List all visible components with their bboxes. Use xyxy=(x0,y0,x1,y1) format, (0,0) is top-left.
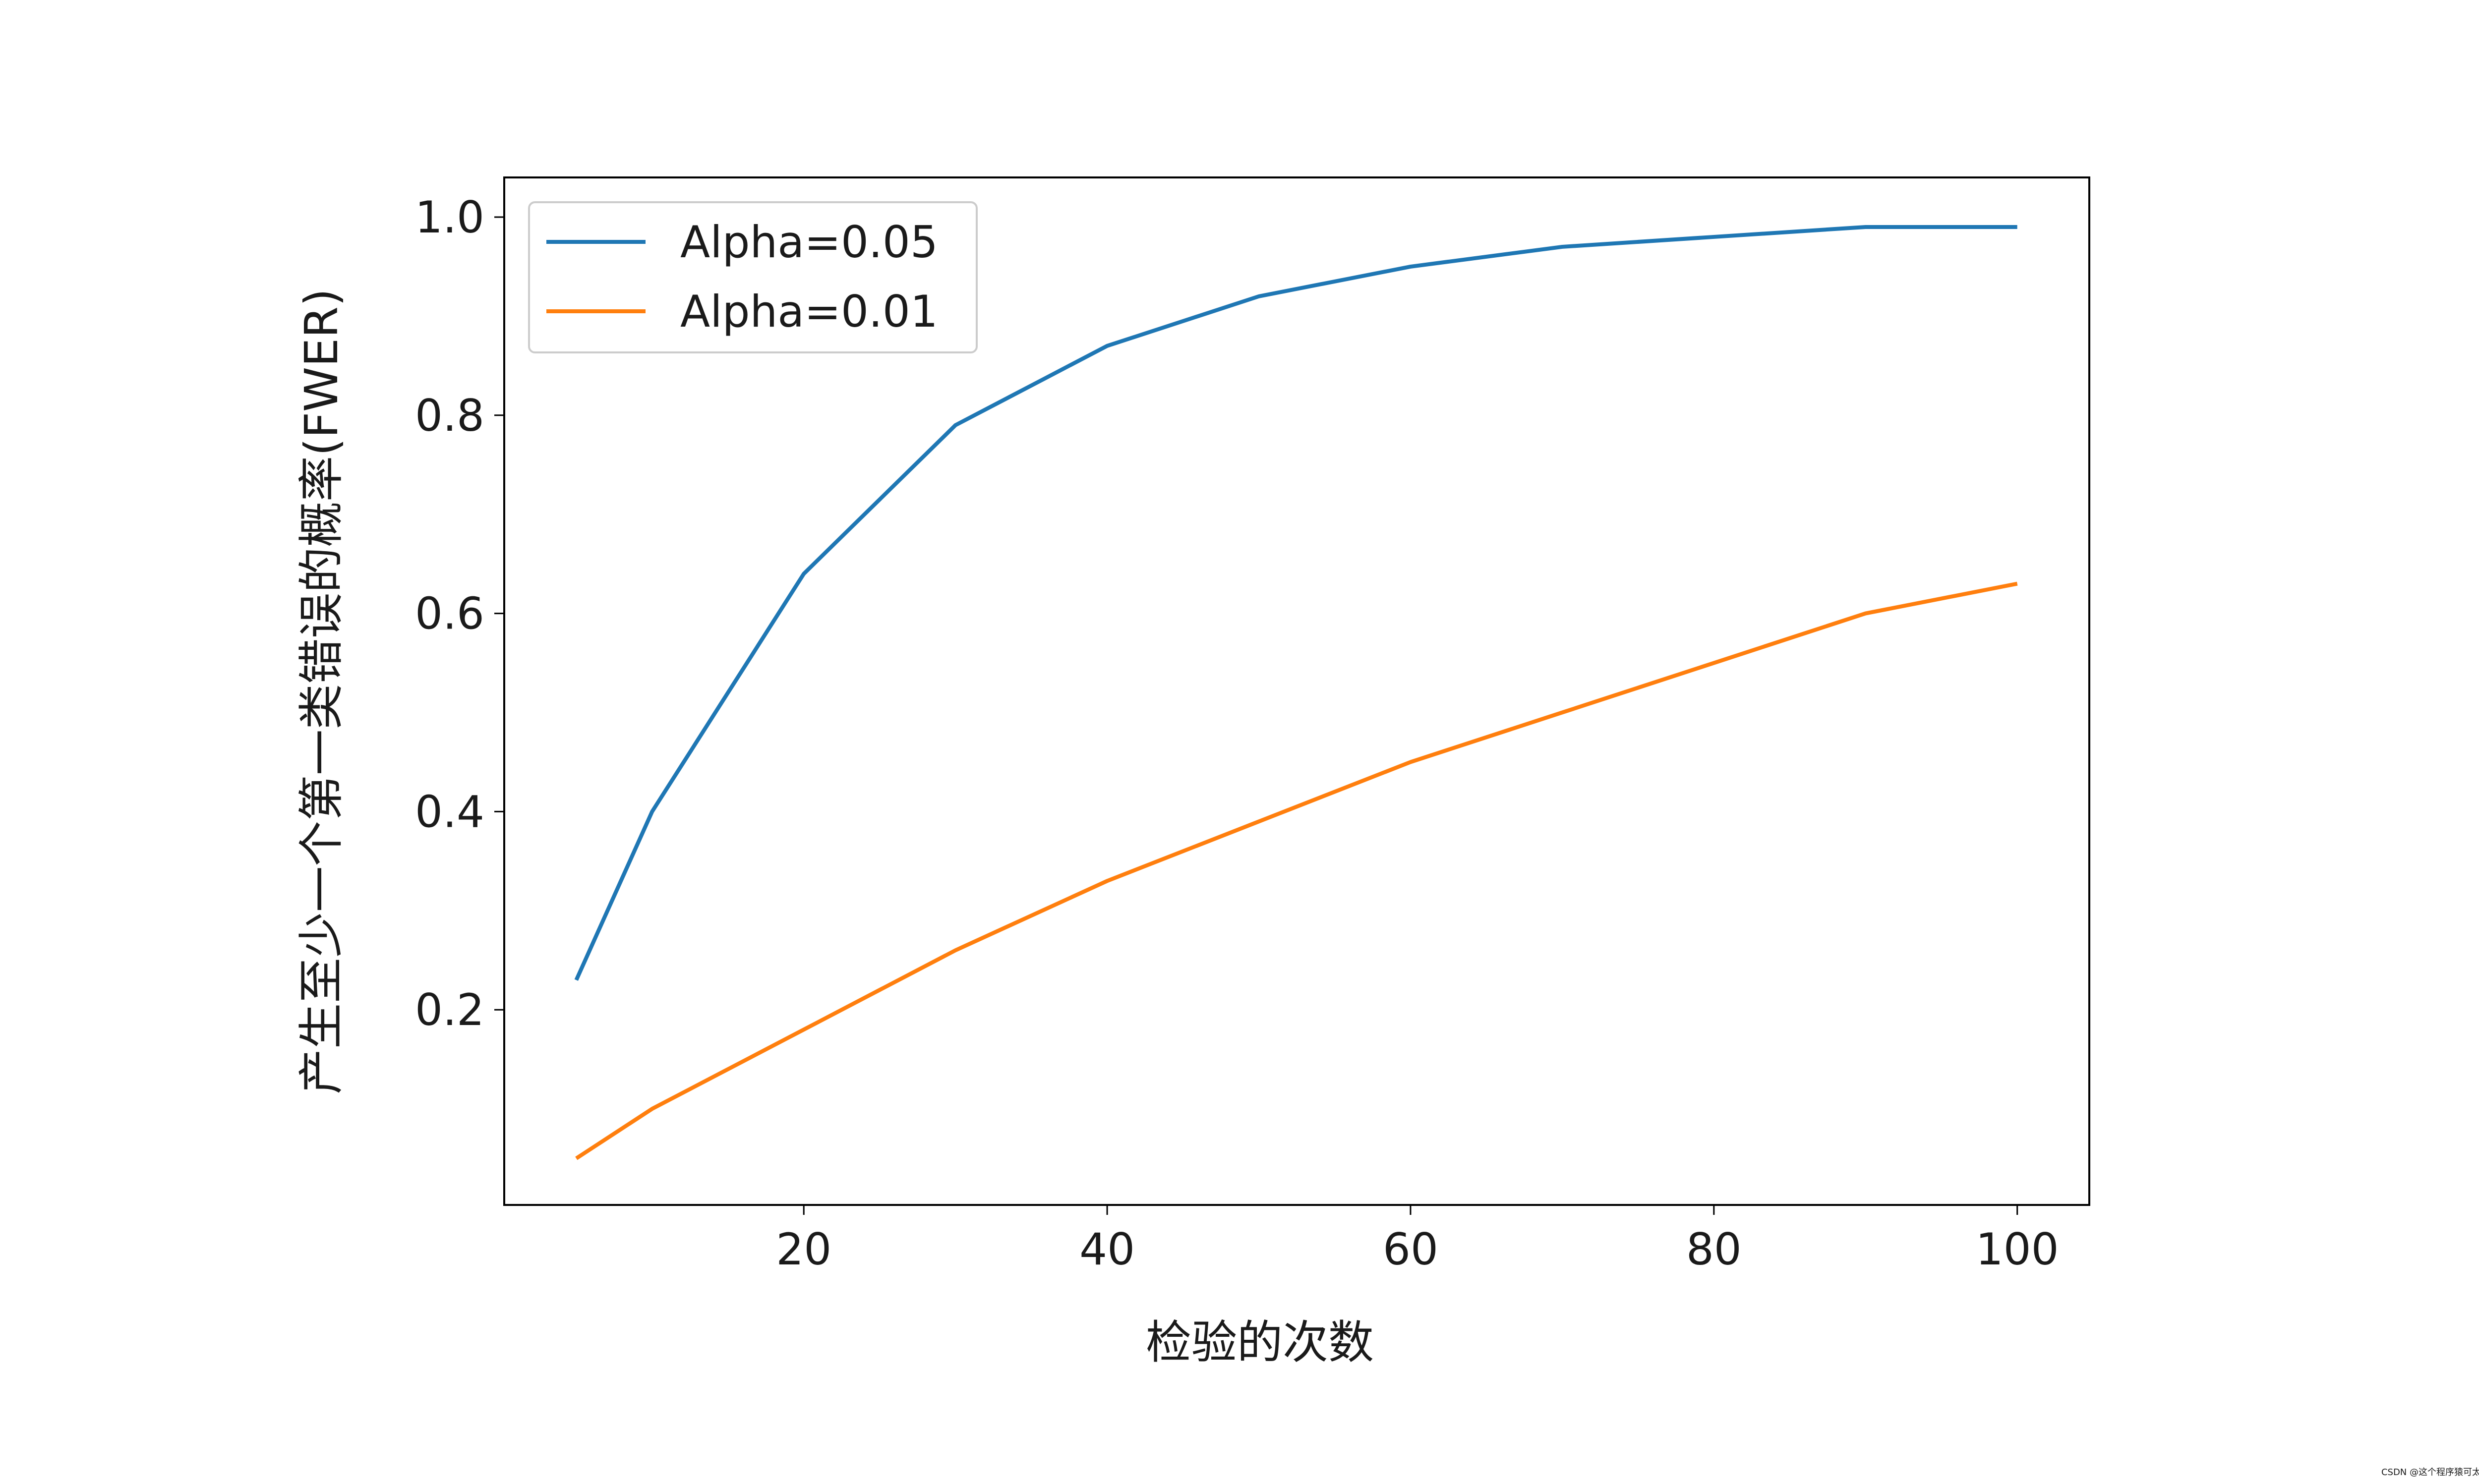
x-tick-label: 20 xyxy=(776,1224,831,1275)
x-tick-label: 40 xyxy=(1079,1224,1135,1275)
y-tick-label: 0.8 xyxy=(415,390,484,441)
legend-label: Alpha=0.01 xyxy=(680,286,938,337)
line-series xyxy=(574,225,2017,981)
y-tick-label: 0.2 xyxy=(415,984,484,1035)
legend-box xyxy=(528,201,978,353)
legend-label: Alpha=0.05 xyxy=(680,217,938,268)
x-axis-label: 检验的次数 xyxy=(1146,1316,1374,1369)
x-tick-label: 60 xyxy=(1383,1224,1438,1275)
plot-frame xyxy=(503,176,2090,1206)
watermark: CSDN @这个程序猿可太秀了 xyxy=(2381,1467,2479,1478)
y-tick-label: 0.4 xyxy=(415,786,484,837)
y-tick-label: 1.0 xyxy=(415,192,484,243)
y-axis-label: 产生至少一个第一类错误的概率(FWER) xyxy=(295,288,348,1094)
line-series xyxy=(575,581,2018,1160)
y-tick-label: 0.6 xyxy=(415,588,484,639)
x-tick-label: 100 xyxy=(1976,1224,2059,1275)
x-tick-label: 80 xyxy=(1686,1224,1742,1275)
